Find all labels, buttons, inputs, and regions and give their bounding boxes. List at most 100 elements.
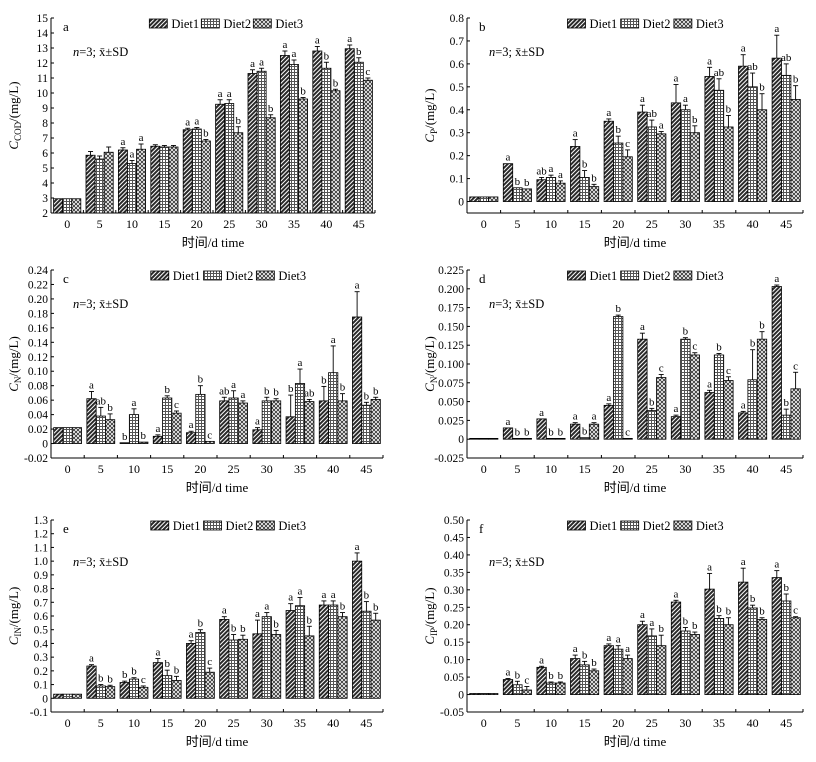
y-axis-label-symbol: C xyxy=(6,383,21,392)
bar xyxy=(756,619,768,695)
legend-swatch xyxy=(200,18,220,29)
bar xyxy=(670,416,682,440)
bar xyxy=(555,682,566,695)
bar xyxy=(71,427,82,444)
legend-label: Diet2 xyxy=(643,519,671,533)
bar xyxy=(271,400,282,444)
chart-panel-f: -0.05 0 0.05 0.10 0.15 0.20 0.25 0.30 0.35 0.40 0.… xyxy=(422,515,804,749)
y-tick-label: 0.40 xyxy=(444,550,464,562)
significance-letter: c xyxy=(365,66,370,78)
bar xyxy=(128,414,140,444)
y-axis-label-symbol: C xyxy=(422,134,437,143)
significance-letter: a xyxy=(321,589,326,601)
y-tick-label: 0.06 xyxy=(28,395,48,407)
bar xyxy=(330,90,341,214)
significance-letter: c xyxy=(793,360,798,372)
y-tick-label: 0.8 xyxy=(450,13,465,25)
y-axis-label-symbol: C xyxy=(422,636,437,645)
significance-letter: a xyxy=(659,120,664,132)
significance-letter: a xyxy=(347,33,352,45)
y-tick-label: 1.2 xyxy=(34,529,49,541)
bar xyxy=(256,70,267,214)
y-tick-label: 2 xyxy=(42,208,48,220)
bar xyxy=(613,648,624,695)
significance-letter: b xyxy=(231,623,237,635)
x-tick-label: 20 xyxy=(612,217,624,231)
bar xyxy=(689,354,700,440)
significance-letter: a xyxy=(741,43,746,55)
bar xyxy=(138,441,149,444)
bar xyxy=(53,198,64,214)
y-tick-label: 0.150 xyxy=(438,321,464,333)
significance-letter: a xyxy=(282,39,287,51)
significance-letter: b xyxy=(759,320,765,332)
legend-swatch xyxy=(620,18,640,29)
x-axis-label: 时间/d time xyxy=(604,480,667,495)
x-tick-label: 5 xyxy=(514,462,520,476)
bar xyxy=(85,154,96,214)
significance-letter: a xyxy=(606,632,611,644)
x-tick-label: 0 xyxy=(481,716,487,730)
y-tick-label: 0.35 xyxy=(444,567,464,579)
bar xyxy=(656,645,667,695)
x-tick-label: 30 xyxy=(679,462,691,476)
y-tick-label: 0.5 xyxy=(34,625,49,637)
y-axis-label-subscript: IP xyxy=(429,628,439,636)
bar xyxy=(613,142,624,202)
bar xyxy=(252,429,263,444)
significance-letter: a xyxy=(130,149,135,161)
y-tick-label: 0.5 xyxy=(450,82,465,94)
y-tick-label: 9 xyxy=(42,103,48,115)
y-tick-label: 0.45 xyxy=(444,532,464,544)
significance-letter: a xyxy=(741,399,746,411)
y-tick-label: 0 xyxy=(42,693,48,705)
significance-letter: a xyxy=(89,653,94,665)
significance-letter: a xyxy=(331,334,336,346)
significance-letter: c xyxy=(726,365,731,377)
bar xyxy=(747,607,758,695)
bar xyxy=(215,103,226,214)
y-tick-label: 0.175 xyxy=(438,303,464,315)
bar xyxy=(790,617,801,695)
bar xyxy=(228,639,239,699)
stats-annotation-rest: =3; x̄±SD xyxy=(495,555,544,569)
significance-letter: b xyxy=(98,673,104,685)
bar xyxy=(521,437,532,440)
bar xyxy=(304,635,315,699)
legend-swatch xyxy=(150,270,170,281)
significance-letter: b xyxy=(783,582,789,594)
bar xyxy=(62,427,73,444)
significance-letter: a xyxy=(185,116,190,128)
significance-letter: b xyxy=(548,426,554,438)
bar xyxy=(252,633,263,699)
bar xyxy=(713,89,725,202)
y-tick-label: 0.8 xyxy=(34,584,49,596)
significance-letter: a xyxy=(264,601,269,613)
bar xyxy=(603,645,614,695)
bar xyxy=(704,588,715,695)
legend-label: Diet1 xyxy=(173,519,201,533)
significance-letter: b xyxy=(615,303,621,315)
bar xyxy=(790,99,801,202)
y-tick-label: 0.6 xyxy=(34,611,49,623)
y-axis-label-unit: /(mg/L) xyxy=(6,81,21,121)
stats-annotation: n=3; x̄±SD xyxy=(73,555,128,569)
bar xyxy=(579,437,590,440)
y-axis-label: CN/(mg/L) xyxy=(6,336,23,392)
bar xyxy=(670,601,682,695)
bar xyxy=(119,682,130,699)
x-tick-label: 25 xyxy=(646,462,658,476)
significance-letter: b xyxy=(683,616,689,628)
bar xyxy=(723,380,734,440)
bar xyxy=(279,55,290,214)
y-tick-label: 0 xyxy=(458,434,464,446)
legend-swatch xyxy=(673,520,693,531)
bar xyxy=(771,286,782,440)
stats-annotation-n: n xyxy=(73,555,79,569)
significance-letter: b xyxy=(107,402,113,414)
significance-letter: a xyxy=(506,152,511,164)
significance-letter: a xyxy=(89,379,94,391)
significance-letter: b xyxy=(515,426,521,438)
x-tick-label: 35 xyxy=(294,462,306,476)
panel-label: d xyxy=(479,271,486,286)
